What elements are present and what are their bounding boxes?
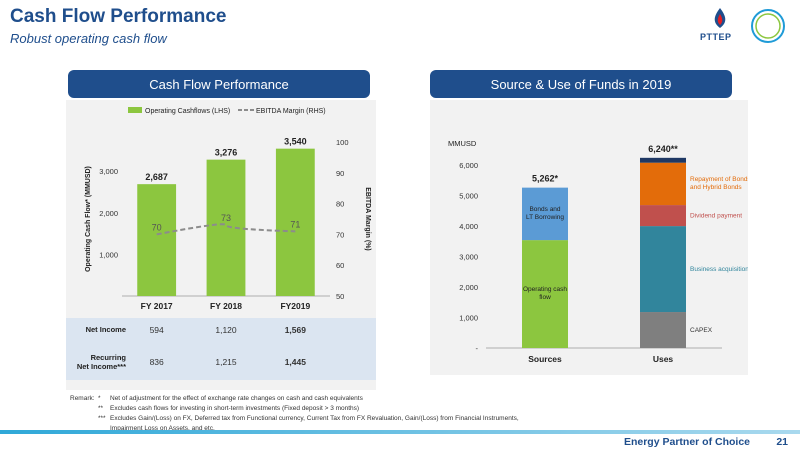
- y-tick-label: 4,000: [459, 222, 478, 231]
- y-right-tick-label: 80: [336, 200, 344, 209]
- remark-row: ** Excludes cash flows for investing in s…: [98, 404, 618, 414]
- y-right-axis-label: EBITDA Margin (%): [364, 187, 371, 251]
- ebitda-value-label: 73: [221, 213, 231, 223]
- page-subtitle: Robust operating cash flow: [10, 31, 167, 46]
- remark-text: Excludes Gain/(Loss) on FX, Deferred tax…: [110, 415, 519, 422]
- remark-mark: **: [98, 405, 104, 412]
- y-tick-label: 5,000: [459, 192, 478, 201]
- stack-segment: [640, 157, 686, 163]
- stack-total-label: 6,240**: [648, 144, 678, 154]
- segment-label: Bonds and LT Borrowing: [526, 206, 564, 221]
- y-tick-label: 1,000: [459, 314, 478, 323]
- company-logo: PTTEP: [700, 4, 790, 50]
- logo-mark-icon: [714, 8, 785, 43]
- bar-value-label: 3,276: [215, 148, 238, 158]
- x-tick-label: Uses: [653, 354, 674, 364]
- legend-bar-swatch: [128, 107, 142, 113]
- y-tick-label: 6,000: [459, 161, 478, 170]
- x-tick-label: FY 2017: [141, 301, 173, 311]
- bar-value-label: 2,687: [145, 172, 168, 182]
- left-panel-header: Cash Flow Performance: [68, 70, 370, 98]
- source-use-chart: MMUSD - 1,000 2,000 3,000 4,000 5,000 6,000 Ope…: [430, 100, 748, 375]
- x-tick-label: FY 2018: [210, 301, 242, 311]
- footer-divider: [0, 430, 800, 434]
- remark-mark: *: [98, 395, 101, 402]
- table-row-label: Recurring Net Income***: [77, 353, 127, 371]
- page-title: Cash Flow Performance: [10, 6, 227, 27]
- stack-segment: [640, 205, 686, 227]
- y-right-tick-label: 50: [336, 292, 344, 301]
- segment-label: Business acquisitions: [690, 266, 748, 273]
- remark-row: *** Excludes Gain/(Loss) on FX, Deferred …: [98, 414, 618, 424]
- logo-text: PTTEP: [700, 32, 732, 42]
- remark-mark: ***: [98, 415, 106, 422]
- bar-value-label: 3,540: [284, 137, 307, 147]
- remarks-label: Remark:: [70, 395, 95, 402]
- y-left-axis-label: Operating Cash Flow* (MMUSD): [85, 166, 92, 272]
- segment-label: Repayment of Bonds and Hybrid Bonds: [690, 176, 748, 191]
- footer-tagline: Energy Partner of Choice: [623, 436, 750, 448]
- x-tick-label: FY2019: [280, 301, 310, 311]
- right-panel-header: Source & Use of Funds in 2019: [430, 70, 732, 98]
- remark-row: Impairment Loss on Assets, and etc.: [98, 424, 618, 434]
- ebitda-value-label: 71: [290, 219, 300, 229]
- table-cell: 836: [150, 357, 164, 367]
- right-panel-bg: [430, 100, 748, 375]
- stack-segment: [640, 162, 686, 206]
- operating-cashflow-bar: [137, 184, 177, 296]
- page-number: 21: [776, 436, 788, 448]
- y-left-tick-label: 2,000: [99, 209, 118, 218]
- y-right-tick-label: 90: [336, 169, 344, 178]
- y-left-tick-label: 3,000: [99, 167, 118, 176]
- stack-total-label: 5,262*: [532, 174, 559, 184]
- stack-segment: [640, 312, 686, 348]
- segment-label: Dividend payment: [690, 213, 742, 220]
- table-cell: 1,215: [215, 357, 237, 367]
- table-cell: 594: [150, 325, 164, 335]
- x-tick-label: Sources: [528, 354, 562, 364]
- y-tick-label: 2,000: [459, 283, 478, 292]
- legend-line-label: EBITDA Margin (RHS): [256, 108, 326, 115]
- stack-segment: [522, 187, 568, 241]
- operating-cashflow-bar: [275, 148, 315, 296]
- table-cell: 1,120: [215, 325, 237, 335]
- legend-bar-label: Operating Cashflows (LHS): [145, 108, 230, 115]
- segment-label: CAPEX: [690, 327, 713, 334]
- remark-text: Excludes cash flows for investing in sho…: [110, 405, 360, 412]
- table-row-label: Net Income: [86, 325, 126, 334]
- y-tick-label: 3,000: [459, 253, 478, 262]
- cash-flow-chart: Operating Cashflows (LHS) EBITDA Margin (…: [66, 100, 376, 390]
- y-right-tick-label: 70: [336, 230, 344, 239]
- table-cell: 1,569: [285, 325, 307, 335]
- stack-segment: [522, 240, 568, 348]
- y-right-tick-label: 100: [336, 138, 349, 147]
- y-tick-label: -: [476, 344, 479, 353]
- y-left-tick-label: 1,000: [99, 250, 118, 259]
- unit-label: MMUSD: [448, 139, 477, 148]
- table-cell: 1,445: [285, 357, 307, 367]
- ebitda-value-label: 70: [152, 222, 162, 232]
- income-table-bg: [66, 318, 376, 380]
- remark-row: * Net of adjustment for the effect of exc…: [98, 394, 618, 404]
- ebitda-margin-line: [156, 223, 296, 236]
- segment-label: Operating cash flow: [523, 286, 567, 301]
- remark-text: Impairment Loss on Assets, and etc.: [110, 425, 215, 432]
- remark-text: Net of adjustment for the effect of exch…: [110, 395, 363, 402]
- stack-segment: [640, 226, 686, 313]
- y-right-tick-label: 60: [336, 261, 344, 270]
